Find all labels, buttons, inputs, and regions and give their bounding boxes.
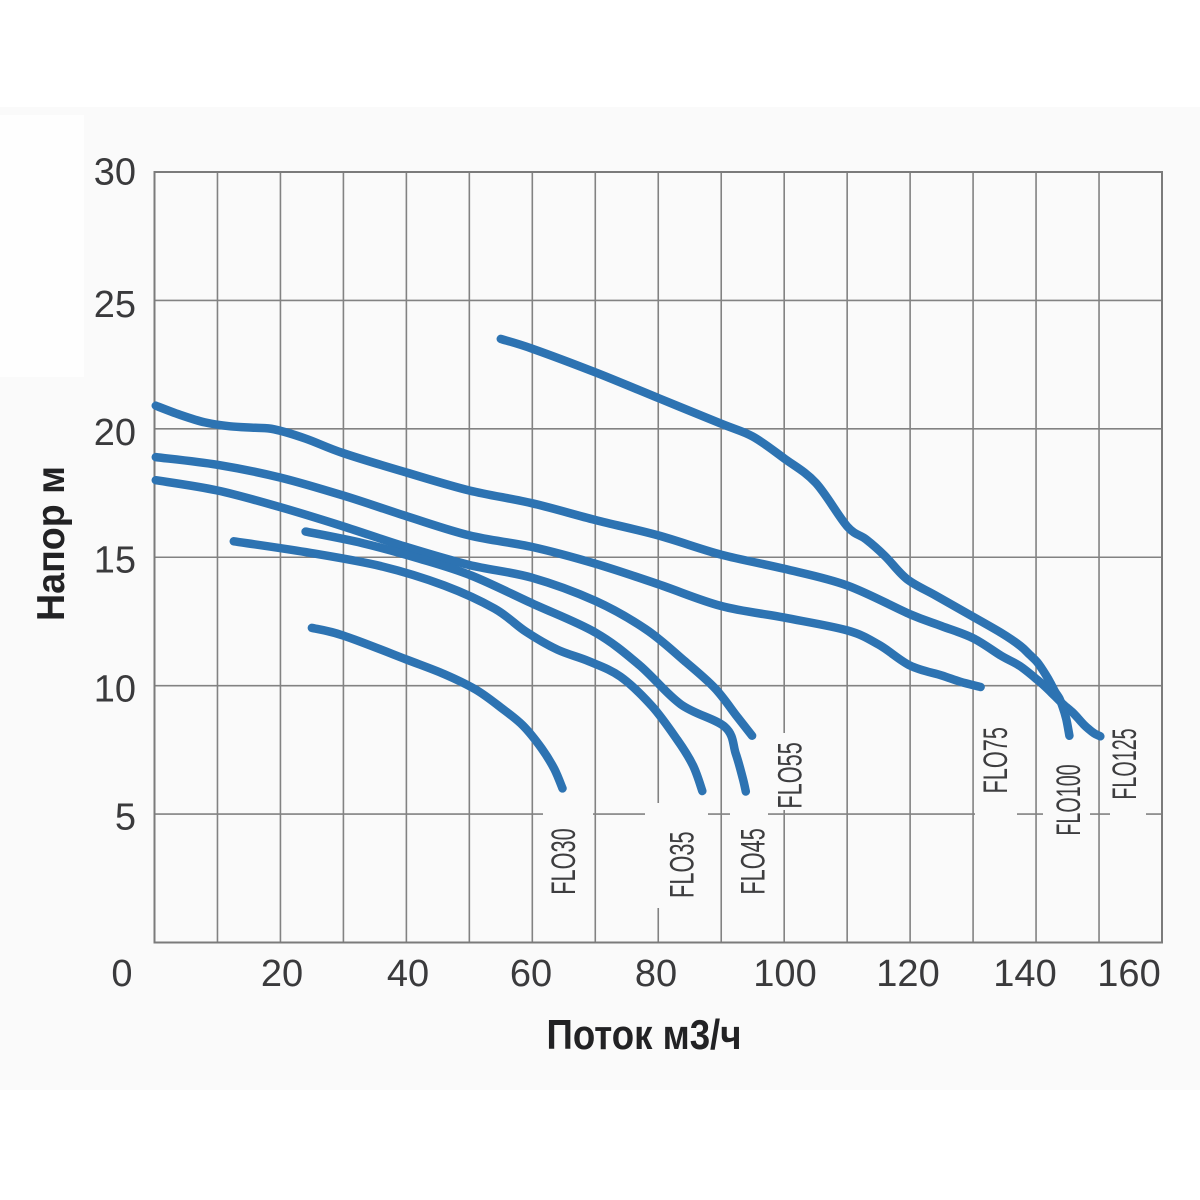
svg-text:15: 15: [94, 540, 136, 582]
svg-text:25: 25: [94, 284, 136, 326]
svg-text:FLO35: FLO35: [664, 831, 702, 898]
svg-text:100: 100: [753, 953, 816, 995]
svg-text:FLO100: FLO100: [1050, 764, 1088, 835]
svg-text:30: 30: [94, 152, 136, 194]
svg-text:20: 20: [94, 412, 136, 454]
svg-text:5: 5: [115, 797, 136, 839]
svg-text:10: 10: [94, 669, 136, 711]
svg-text:FLO45: FLO45: [735, 828, 773, 895]
svg-text:0: 0: [111, 953, 132, 995]
svg-text:Поток м3/ч: Поток м3/ч: [547, 1011, 742, 1058]
svg-text:FLO55: FLO55: [772, 742, 810, 809]
svg-text:Напор м: Напор м: [30, 466, 73, 621]
svg-text:FLO125: FLO125: [1106, 728, 1144, 799]
svg-text:120: 120: [876, 953, 939, 995]
svg-text:80: 80: [635, 953, 677, 995]
svg-text:FLO30: FLO30: [545, 828, 583, 895]
svg-text:FLO75: FLO75: [977, 727, 1015, 794]
svg-text:140: 140: [993, 953, 1056, 995]
svg-text:20: 20: [261, 953, 303, 995]
svg-text:160: 160: [1097, 953, 1160, 995]
svg-text:40: 40: [387, 953, 429, 995]
svg-text:60: 60: [510, 953, 552, 995]
